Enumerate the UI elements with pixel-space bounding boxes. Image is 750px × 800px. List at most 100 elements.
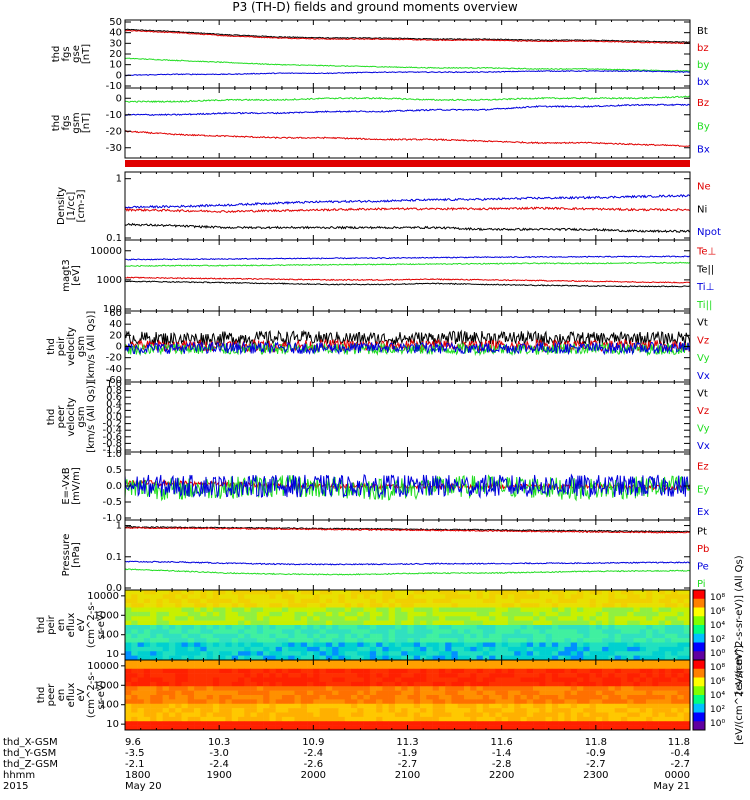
colorbar-band bbox=[693, 590, 705, 600]
panel-frame bbox=[124, 87, 691, 159]
y-tick-label: -0.8 bbox=[102, 438, 122, 449]
y-tick-label: 40 bbox=[109, 28, 122, 39]
quality-flag-bar bbox=[125, 160, 690, 167]
legend-te: Te|| bbox=[696, 264, 714, 275]
legend-ti: Ti|| bbox=[696, 300, 712, 311]
y-tick-label: 0 bbox=[116, 342, 122, 353]
colorbar-band bbox=[693, 686, 705, 696]
legend-vx: Vx bbox=[697, 441, 710, 452]
y-tick-label: 0.5 bbox=[106, 465, 122, 476]
colorbar-band bbox=[693, 607, 705, 617]
xaxis-value: 1800 bbox=[125, 770, 150, 781]
legend-pe: Pe bbox=[697, 562, 709, 573]
y-axis-label: [mV/m] bbox=[71, 467, 82, 505]
y-axis-label: [km/s (All Qs)] bbox=[86, 381, 97, 453]
legend-by: by bbox=[697, 60, 709, 71]
xaxis-value: 9.6 bbox=[125, 737, 141, 748]
panel-9 bbox=[121, 589, 706, 661]
xaxis-value: -2.7 bbox=[586, 759, 606, 770]
y-axis-label: [nT] bbox=[81, 113, 92, 133]
colorbar-tick-label: 10⁰ bbox=[710, 649, 725, 659]
y-axis-label: peer bbox=[46, 683, 57, 707]
y-tick-label: 100 bbox=[103, 304, 122, 315]
series-line-pt bbox=[124, 526, 691, 533]
colorbar-tick-label: 10⁰ bbox=[710, 719, 725, 729]
series-line-ti bbox=[124, 255, 690, 261]
y-tick-label: 0.2 bbox=[106, 405, 122, 416]
legend-pt: Pt bbox=[697, 527, 707, 538]
colorbar-tick-label: 10⁸ bbox=[710, 663, 725, 673]
y-tick-label: 10 bbox=[106, 719, 119, 730]
series-line-pi bbox=[124, 568, 691, 576]
y-tick-label: 0 bbox=[116, 93, 122, 104]
y-axis-label: en bbox=[56, 689, 67, 702]
colorbar-band bbox=[693, 616, 705, 626]
legend-ne: Ne bbox=[697, 182, 711, 193]
panel-1 bbox=[124, 19, 691, 89]
y-axis-label: (cm^2-s- bbox=[86, 671, 97, 718]
xaxis-value: 11.3 bbox=[396, 737, 418, 748]
legend-vx: Vx bbox=[697, 371, 710, 382]
colorbar-band bbox=[693, 642, 705, 652]
series-line-bx bbox=[124, 103, 691, 117]
colorbar-band bbox=[693, 651, 705, 661]
colorbar-tick-label: 10⁶ bbox=[710, 607, 725, 617]
xaxis-value: -0.4 bbox=[670, 748, 690, 759]
panel-2 bbox=[124, 87, 691, 159]
panel-3 bbox=[124, 171, 691, 241]
colorbar-frame bbox=[692, 659, 706, 731]
xaxis-value: -2.4 bbox=[304, 748, 324, 759]
series-line-vt bbox=[124, 329, 691, 347]
y-tick-label: -0.6 bbox=[102, 432, 122, 443]
y-tick-label: -60 bbox=[106, 375, 122, 386]
legend-bx: bx bbox=[697, 77, 709, 88]
y-axis-label: [1/cc] bbox=[66, 192, 77, 221]
series-line-by bbox=[124, 95, 691, 103]
xaxis-start-date: May 20 bbox=[125, 781, 162, 792]
legend-bz: Bz bbox=[697, 98, 709, 109]
y-axis-label: peir bbox=[46, 614, 57, 634]
y-tick-label: 1000 bbox=[94, 610, 119, 621]
y-tick-label: 10000 bbox=[87, 591, 119, 602]
legend-bx: Bx bbox=[697, 145, 710, 156]
plot-title: P3 (TH-D) fields and ground moments over… bbox=[232, 0, 518, 14]
xaxis-row-label: hhmm bbox=[3, 770, 35, 781]
y-axis-label: eV bbox=[76, 688, 87, 701]
y-axis-label: thd bbox=[46, 338, 57, 355]
y-tick-label: -0.5 bbox=[102, 497, 122, 508]
panel-6 bbox=[124, 381, 691, 453]
y-tick-label: 0 bbox=[116, 70, 122, 81]
y-tick-label: -0.2 bbox=[102, 419, 122, 430]
y-tick-label: 20 bbox=[109, 49, 122, 60]
y-axis-label: Density bbox=[56, 187, 67, 225]
panel-10 bbox=[121, 659, 706, 731]
y-tick-label: 50 bbox=[109, 17, 122, 28]
legend-ey: Ey bbox=[697, 484, 709, 495]
xaxis-value: -3.5 bbox=[125, 748, 145, 759]
y-tick-label: 0.0 bbox=[106, 412, 122, 423]
y-tick-label: 10000 bbox=[87, 661, 119, 672]
series-line-by bbox=[124, 57, 691, 72]
xaxis-row-label: thd_X-GSM bbox=[3, 737, 58, 748]
y-axis-label: gsm bbox=[76, 406, 87, 427]
y-tick-label: 1 bbox=[116, 521, 122, 532]
colorbar-band bbox=[693, 598, 705, 608]
y-axis-label: fgs bbox=[61, 115, 72, 130]
series-line-te bbox=[124, 280, 691, 288]
y-axis-label: [nPa] bbox=[71, 542, 82, 568]
y-axis-label: thd bbox=[51, 115, 62, 132]
y-axis-label: en bbox=[56, 619, 67, 632]
colorbar-tick-label: 10⁴ bbox=[710, 691, 725, 701]
y-tick-label: 1 bbox=[116, 174, 122, 185]
xaxis-value: 10.9 bbox=[302, 737, 324, 748]
panel-7 bbox=[124, 451, 691, 521]
colorbar-tick-label: 10² bbox=[710, 635, 725, 645]
legend-bz: bz bbox=[697, 43, 709, 54]
xaxis-value: 2300 bbox=[583, 770, 608, 781]
y-tick-label: 10000 bbox=[90, 246, 122, 257]
panel-frame bbox=[124, 381, 691, 453]
xaxis-value: -0.9 bbox=[586, 748, 606, 759]
xaxis-end-date: May 21 bbox=[653, 781, 690, 792]
panel-4 bbox=[124, 239, 691, 312]
series-line-pb bbox=[125, 526, 691, 534]
